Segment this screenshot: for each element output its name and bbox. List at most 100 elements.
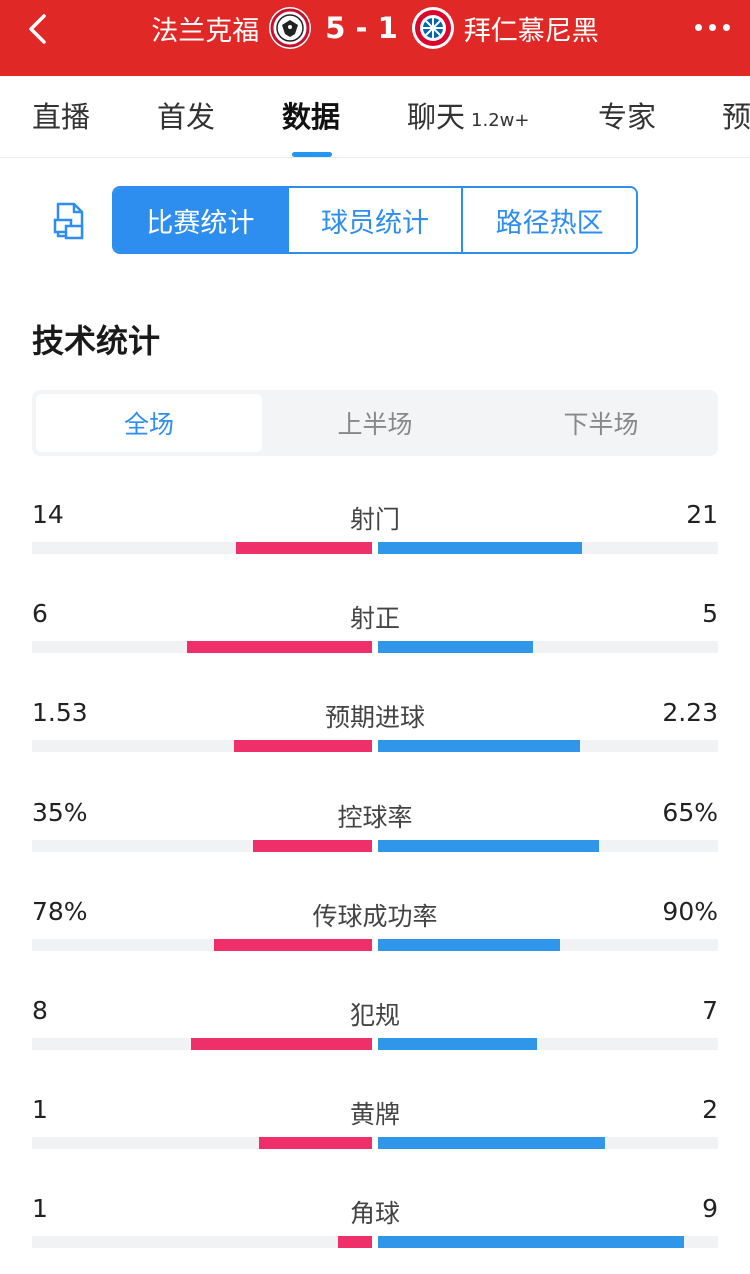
away-stat-value: 90% [662, 896, 718, 926]
away-stat-value: 2 [702, 1095, 718, 1125]
back-button[interactable] [22, 12, 56, 46]
away-team-name: 拜仁慕尼黑 [463, 15, 599, 47]
home-stat-value: 1 [32, 1095, 48, 1125]
more-dot [723, 24, 730, 31]
away-bar-track [378, 1137, 718, 1150]
home-bar-track [32, 1038, 372, 1050]
match-summary: 法兰克福 5 - 1 拜仁慕尼黑 [0, 0, 750, 56]
stat-label: 射门 [349, 505, 400, 534]
home-bar-track [32, 938, 372, 951]
away-stat-value: 21 [686, 500, 718, 529]
tab-data[interactable]: 数据 [282, 94, 340, 136]
stat-type-selector: 比赛统计 球员统计 路径热区 [112, 186, 638, 254]
match-score: 5 - 1 [325, 11, 398, 45]
period-first-half[interactable]: 上半场 [337, 410, 413, 439]
stat-row: 35% 控球率 65% [0, 798, 750, 897]
period-selector: 全场 上半场 下半场 [32, 390, 718, 456]
away-stat-bar [378, 542, 582, 554]
document-icon[interactable] [52, 200, 90, 240]
away-team-logo [411, 7, 454, 49]
home-stat-bar [187, 641, 372, 654]
stat-type-match[interactable]: 比赛统计 [114, 188, 289, 252]
away-stat-bar [378, 641, 533, 654]
tab-expert[interactable]: 专家 [598, 94, 656, 136]
home-bar-track [32, 542, 372, 554]
away-stat-bar [378, 1038, 537, 1050]
away-bar-track [378, 740, 718, 753]
stat-row: 1 黄牌 2 [0, 1095, 750, 1194]
tab-chat[interactable]: 聊天 1.2w+ [407, 94, 529, 136]
more-dot [709, 24, 716, 31]
stat-row: 1 角球 9 [0, 1194, 750, 1274]
home-stat-value: 8 [32, 996, 48, 1025]
main-tabs: 直播 首发 数据 聊天 1.2w+ 专家 预 [0, 76, 750, 158]
chevron-left-icon [29, 14, 46, 44]
period-second-half[interactable]: 下半场 [563, 410, 639, 439]
stat-label: 射正 [349, 604, 400, 634]
away-bar-track [378, 839, 718, 852]
home-stat-value: 14 [32, 500, 64, 529]
stat-row: 14 射门 21 [0, 500, 750, 599]
away-bar-track [378, 938, 718, 951]
match-header: 法兰克福 5 - 1 拜仁慕尼黑 [0, 0, 750, 76]
tab-label: 首发 [157, 100, 216, 134]
home-bar-track [32, 1137, 372, 1150]
stat-label: 控球率 [337, 802, 413, 832]
home-stat-bar [234, 740, 372, 753]
home-bar-track [32, 1236, 372, 1249]
home-bar-track [32, 839, 372, 852]
away-stat-bar [378, 1236, 684, 1249]
away-bar-track [378, 1038, 718, 1050]
stat-row: 78% 传球成功率 90% [0, 897, 750, 996]
tab-label: 数据 [282, 100, 341, 134]
away-bar-track [378, 641, 718, 654]
chat-count-badge: 1.2w+ [471, 110, 530, 131]
tab-label: 直播 [32, 100, 91, 134]
tab-live[interactable]: 直播 [32, 94, 90, 136]
stat-row: 1.53 预期进球 2.23 [0, 698, 750, 797]
away-stat-value: 9 [702, 1194, 718, 1224]
away-stat-bar [378, 839, 599, 852]
active-tab-indicator [292, 152, 332, 157]
section-title: 技术统计 [32, 322, 161, 360]
home-stat-value: 78% [32, 896, 88, 926]
away-stat-bar [378, 740, 580, 753]
stat-label: 犯规 [349, 1001, 400, 1030]
stat-type-heatmap[interactable]: 路径热区 [463, 188, 636, 252]
tab-label: 聊天 [407, 100, 466, 134]
away-stat-value: 5 [702, 599, 718, 629]
stat-row: 8 犯规 7 [0, 996, 750, 1095]
home-stat-bar [191, 1038, 372, 1050]
away-stat-value: 65% [662, 797, 718, 827]
tab-label: 预 [722, 100, 750, 134]
stat-row: 6 射正 5 [0, 599, 750, 698]
tab-prediction[interactable]: 预 [722, 94, 750, 136]
home-team-name: 法兰克福 [151, 15, 260, 47]
tab-lineup[interactable]: 首发 [157, 94, 215, 136]
stat-label: 预期进球 [324, 703, 425, 733]
home-bar-track [32, 740, 372, 753]
away-stat-bar [378, 938, 560, 951]
more-dot [695, 24, 702, 31]
home-stat-bar [214, 938, 372, 951]
home-stat-value: 6 [32, 599, 48, 629]
home-stat-bar [236, 542, 372, 554]
away-bar-track [378, 1236, 718, 1249]
stat-label: 传球成功率 [312, 901, 438, 931]
stat-type-players[interactable]: 球员统计 [288, 188, 464, 252]
stat-label: 黄牌 [349, 1100, 400, 1130]
home-stat-bar [253, 839, 372, 852]
more-menu-button[interactable] [695, 24, 730, 31]
home-bar-track [32, 641, 372, 654]
away-stat-value: 2.23 [662, 698, 718, 728]
away-stat-value: 7 [702, 996, 718, 1025]
home-stat-value: 1.53 [32, 698, 88, 728]
home-stat-bar [259, 1137, 372, 1150]
home-stat-bar [338, 1236, 372, 1249]
stat-label: 角球 [349, 1199, 400, 1229]
away-bar-track [378, 542, 718, 554]
period-full[interactable]: 全场 [36, 394, 262, 452]
home-stat-value: 35% [32, 797, 88, 827]
home-stat-value: 1 [32, 1194, 48, 1224]
home-team-logo [269, 7, 312, 49]
